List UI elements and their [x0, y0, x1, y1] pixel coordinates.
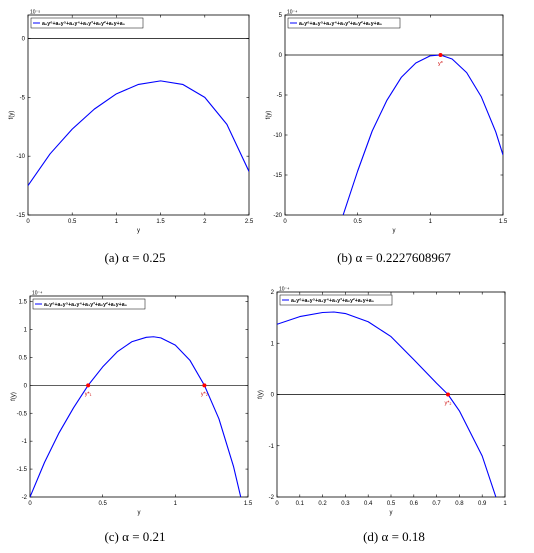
- root-point-label: y*: [438, 61, 444, 67]
- x-tick-label: 0: [26, 219, 30, 225]
- y-tick-label: 1: [24, 328, 28, 334]
- chart-panel: 0 0.1 0.2 0.3 0.4 0.5 0.6 0.7 0.8 0.9 1 -2 -1 0 1 2 10⁻⁴…: [258, 287, 507, 545]
- y-tick-label: -15: [16, 213, 25, 219]
- legend: a₆y⁶+a₅y⁵+a₄y⁴+a₃y³+a₂y²+a₁y+a₀: [30, 17, 144, 29]
- y-tick-label: -1: [269, 444, 275, 450]
- legend-entry: a₆y⁶+a₅y⁵+a₄y⁴+a₃y³+a₂y²+a₁y+a₀: [44, 302, 128, 308]
- chart-panel: 0 0.5 1 1.5 2 2.5 -15 -10 -5 0 10⁻⁵ y f(y) a₆y⁶+a₅y⁵+…: [9, 10, 254, 266]
- legend-box: [287, 17, 401, 29]
- x-tick-label: 1.5: [499, 219, 508, 225]
- plot-frame: [29, 295, 249, 498]
- x-tick-label: 0.8: [455, 501, 464, 507]
- x-tick-label: 0.1: [296, 501, 305, 507]
- x-axis-label: y: [138, 510, 141, 516]
- y-axis-label: f(y): [9, 111, 15, 120]
- legend: a₆y⁶+a₅y⁵+a₄y⁴+a₃y³+a₂y²+a₁y+a₀: [279, 294, 393, 306]
- series-line: [342, 54, 503, 215]
- legend-entry: a₆y⁶+a₅y⁵+a₄y⁴+a₃y³+a₂y²+a₁y+a₀: [299, 21, 383, 27]
- legend-box: [279, 294, 393, 306]
- y-tick-label: -5: [20, 95, 26, 101]
- y-tick-label: -2: [269, 495, 275, 501]
- legend-entry: a₆y⁶+a₅y⁵+a₄y⁴+a₃y³+a₂y²+a₁y+a₀: [42, 21, 126, 27]
- x-axis-label: y: [137, 228, 140, 234]
- x-tick-label: 0.2: [318, 501, 327, 507]
- y-tick-label: 5: [279, 13, 283, 19]
- legend: a₆y⁶+a₅y⁵+a₄y⁴+a₃y³+a₂y²+a₁y+a₀: [287, 17, 401, 29]
- y-tick-label: 1: [271, 341, 275, 347]
- chart-panel: 0 0.5 1 1.5 -20 -15 -10 -5 0 5 10⁻⁴ y f(y) y* a₆y⁶+a₅y…: [266, 10, 508, 266]
- y-exponent-label: 10⁻⁴: [279, 287, 289, 293]
- x-axis-label: y: [393, 228, 396, 234]
- legend-box: [30, 17, 144, 29]
- panel-caption: (b) α = 0.2227608967: [337, 250, 451, 265]
- x-tick-label: 2.5: [245, 219, 254, 225]
- series-line: [28, 80, 249, 186]
- y-exponent-label: 10⁻⁴: [32, 291, 42, 297]
- y-axis-label: f(y): [258, 390, 264, 399]
- chart-panel: 0 0.5 1 1.5 -2 -1.5 -1 -0.5 0 0.5 1 1.5 10⁻⁴ y f(y) y*₁…: [11, 291, 253, 545]
- x-tick-label: 0.5: [98, 501, 107, 507]
- root-point-label: y*₂: [444, 401, 451, 407]
- y-tick-label: -1.5: [17, 467, 28, 473]
- root-point: [86, 383, 91, 388]
- panel-caption: (d) α = 0.18: [363, 529, 425, 544]
- y-tick-label: -10: [273, 133, 282, 139]
- root-point-label: y*₁: [85, 391, 92, 397]
- legend-box: [32, 298, 146, 310]
- y-exponent-label: 10⁻⁵: [30, 10, 40, 16]
- plot-frame: [284, 14, 504, 216]
- panel-caption: (a) α = 0.25: [104, 250, 165, 265]
- y-tick-label: 0: [271, 393, 275, 399]
- x-tick-label: 0.3: [341, 501, 350, 507]
- x-tick-label: 0.6: [410, 501, 419, 507]
- x-tick-label: 0.5: [68, 219, 77, 225]
- legend: a₆y⁶+a₅y⁵+a₄y⁴+a₃y³+a₂y²+a₁y+a₀: [32, 298, 146, 310]
- x-tick-label: 1.5: [244, 501, 253, 507]
- y-tick-label: 0: [279, 53, 283, 59]
- x-tick-label: 2: [203, 219, 207, 225]
- x-tick-label: 1: [115, 219, 119, 225]
- y-tick-label: 0: [22, 37, 26, 43]
- y-tick-label: -2: [22, 495, 28, 501]
- y-tick-label: -10: [16, 154, 25, 160]
- x-tick-label: 0.5: [353, 219, 362, 225]
- x-tick-label: 0.9: [478, 501, 487, 507]
- x-tick-label: 0: [283, 219, 287, 225]
- y-tick-label: -15: [273, 173, 282, 179]
- x-tick-label: 1.5: [156, 219, 165, 225]
- x-axis-label: y: [390, 510, 393, 516]
- y-tick-label: -5: [277, 93, 283, 99]
- root-point: [438, 53, 443, 57]
- y-axis-label: f(y): [266, 111, 272, 120]
- x-tick-label: 1: [174, 501, 178, 507]
- panel-caption: (c) α = 0.21: [104, 529, 165, 544]
- y-tick-label: 0.5: [19, 355, 28, 361]
- x-tick-label: 0: [275, 501, 279, 507]
- x-tick-label: 0: [28, 501, 32, 507]
- series-line: [30, 336, 242, 497]
- x-tick-label: 0.7: [432, 501, 441, 507]
- y-tick-label: -1: [22, 439, 28, 445]
- y-tick-label: 2: [271, 290, 275, 296]
- y-tick-label: -20: [273, 213, 282, 219]
- series-line: [277, 311, 497, 497]
- x-tick-label: 0.4: [364, 501, 373, 507]
- legend-entry: a₆y⁶+a₅y⁵+a₄y⁴+a₃y³+a₂y²+a₁y+a₀: [291, 298, 375, 304]
- root-point: [446, 392, 450, 397]
- y-tick-label: -0.5: [17, 411, 28, 417]
- root-point: [202, 383, 207, 388]
- plot-frame: [27, 14, 250, 216]
- root-point-label: y*₂: [201, 391, 208, 397]
- y-axis-label: f(y): [11, 392, 17, 401]
- y-tick-label: 1.5: [19, 300, 28, 306]
- y-exponent-label: 10⁻⁴: [287, 10, 297, 16]
- y-tick-label: 0: [24, 383, 28, 389]
- x-tick-label: 0.5: [387, 501, 396, 507]
- x-tick-label: 1: [503, 501, 507, 507]
- x-tick-label: 1: [429, 219, 433, 225]
